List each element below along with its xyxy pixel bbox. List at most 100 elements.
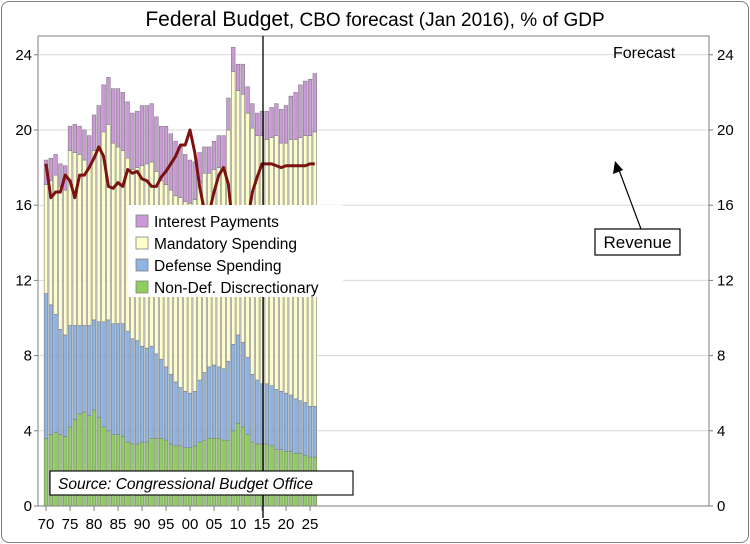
revenue-line [44, 128, 315, 234]
bar-segment [135, 340, 140, 445]
bar-segment [72, 124, 77, 153]
bar-segment [221, 368, 226, 441]
y-tick-label-left: 12 [15, 272, 32, 289]
bar-segment [115, 88, 121, 148]
bar-segment [67, 125, 73, 151]
bar-segment [135, 110, 140, 168]
bar-segment [231, 46, 236, 73]
bar-segment [144, 105, 149, 165]
chart-title: Federal Budget, CBO forecast (Jan 2016),… [0, 8, 750, 32]
bar-segment [303, 402, 308, 456]
bar-segment [130, 112, 135, 170]
y-tick-label-right: 12 [717, 272, 734, 289]
legend-label: Mandatory Spending [154, 236, 297, 253]
y-tick-label-right: 4 [717, 423, 725, 440]
bar-segment [87, 167, 92, 326]
bar-segment [149, 103, 154, 163]
bar-segment [307, 406, 313, 458]
bar-segment [269, 385, 274, 447]
bar-segment [96, 105, 101, 148]
bar-segment [43, 438, 49, 507]
bar-segment [91, 319, 97, 411]
bar-segment [293, 92, 298, 140]
bar-segment [173, 381, 178, 447]
bar-segment [259, 110, 265, 136]
bar-segment [96, 321, 101, 418]
bar-segment [168, 374, 173, 445]
bar-segment [149, 345, 154, 439]
bar-segment [240, 63, 245, 95]
x-tick-label: 80 [86, 516, 103, 533]
y-tick-label-right: 8 [717, 348, 725, 365]
bar-segment [125, 101, 130, 159]
bar-segment [159, 125, 164, 182]
bar-segment [216, 366, 221, 439]
bar-segment [226, 97, 231, 131]
arrow-head [613, 161, 623, 174]
y-tick-label-right: 20 [717, 122, 734, 139]
bar-segment [274, 389, 279, 450]
legend-swatch [135, 214, 149, 228]
bar-segment [63, 189, 68, 336]
y-tick-label-left: 0 [24, 498, 32, 515]
legend-swatch [135, 258, 149, 272]
bar-segment [279, 109, 284, 144]
bar-segment [163, 366, 169, 441]
bar-segment [48, 157, 53, 182]
title-main: Federal Budget [145, 8, 289, 31]
x-tick-label: 70 [38, 516, 55, 533]
bar-segment [283, 392, 289, 452]
title-sub: , CBO forecast (Jan 2016), % of GDP [288, 10, 605, 31]
legend-background [128, 205, 343, 297]
bar-segment [53, 313, 58, 433]
legend-swatch [135, 280, 149, 294]
bar-segment [283, 105, 289, 144]
bar-segment [53, 154, 58, 176]
bar-segment [43, 184, 49, 294]
bar-segment [187, 392, 193, 449]
bar-segment [288, 95, 293, 140]
bar-segment [235, 334, 241, 424]
bar-segment [82, 325, 87, 413]
x-tick-label: 05 [206, 516, 223, 533]
bar-segment [72, 325, 77, 420]
bar-segment [115, 323, 121, 435]
x-tick-label: 10 [230, 516, 247, 533]
bar-segment [101, 84, 106, 133]
bar-segment [82, 159, 87, 326]
bar-segment [216, 135, 221, 168]
bar-segment [125, 330, 130, 443]
bar-segment [67, 150, 73, 326]
bar-segment [106, 77, 111, 125]
bar-segment [303, 80, 308, 136]
revenue-callout-label: Revenue [603, 233, 671, 252]
bar-segment [154, 353, 159, 439]
bar-segment [250, 374, 255, 443]
y-tick-label-right: 16 [717, 197, 734, 214]
bar-segment [77, 325, 82, 415]
bar-segment [72, 152, 77, 326]
x-tick-label: 15 [254, 516, 271, 533]
bar-segment [130, 338, 135, 445]
bar-segment [48, 304, 53, 435]
bar-segment [77, 125, 82, 155]
bar-segment [67, 325, 73, 428]
bar-segment [240, 342, 245, 428]
revenue-callout-box [594, 228, 681, 256]
bar-segment [91, 114, 97, 151]
bar-segment [120, 323, 125, 437]
bar-segment [226, 360, 231, 441]
bar-segment [43, 293, 49, 439]
bar-segment [264, 383, 269, 445]
x-tick-label: 95 [158, 516, 175, 533]
bar-segment [288, 394, 293, 452]
bar-segment [231, 344, 236, 432]
bar-segment [111, 88, 116, 144]
bar-segment [58, 163, 63, 187]
bar-segment [173, 140, 178, 197]
bar-segment [197, 379, 202, 443]
bar-segment [312, 73, 317, 133]
bar-segment [96, 146, 101, 323]
bar-segment [63, 334, 68, 437]
